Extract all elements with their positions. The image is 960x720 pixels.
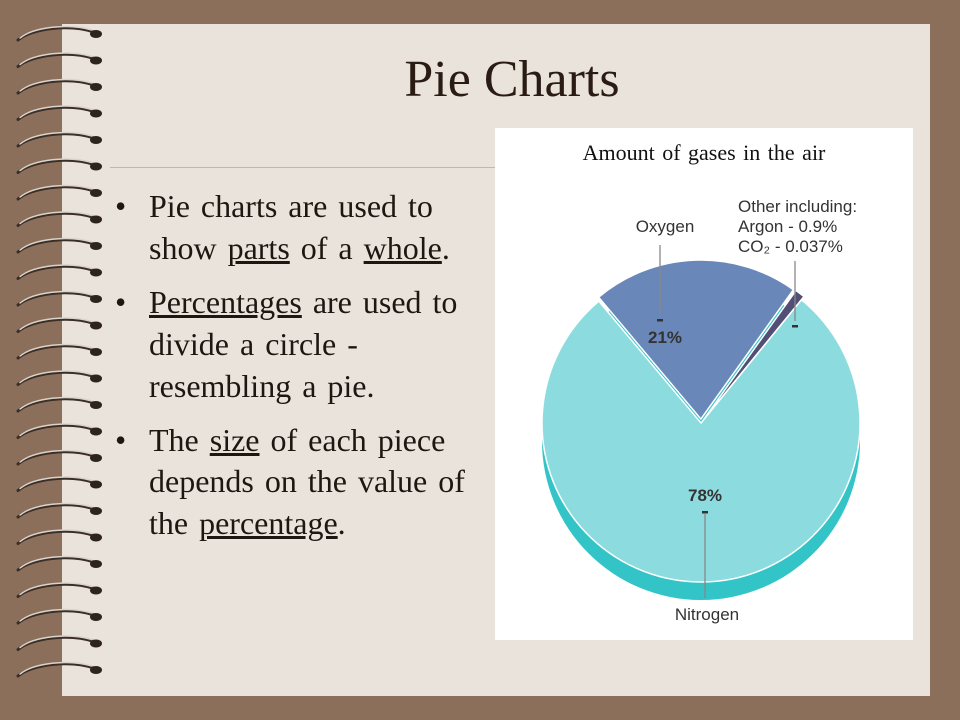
bullet-text: of a xyxy=(289,229,364,266)
bullet-item: Pie charts are used to show parts of a w… xyxy=(113,186,483,270)
slice-value-oxygen: 21% xyxy=(648,328,682,347)
slice-value-nitrogen: 78% xyxy=(688,486,722,505)
slice-name-oxygen: Oxygen xyxy=(636,217,695,236)
underlined-term: size xyxy=(209,421,260,458)
spiral-ring xyxy=(16,158,102,174)
spiral-ring xyxy=(16,78,102,95)
spiral-ring xyxy=(16,131,102,148)
spiral-ring xyxy=(16,635,102,651)
spiral-binding xyxy=(16,25,102,678)
nitrogen-tick xyxy=(702,511,708,514)
spiral-ring xyxy=(16,290,102,307)
bullet-text: . xyxy=(441,229,450,266)
spiral-ring xyxy=(16,317,102,333)
slide-title: Pie Charts xyxy=(404,51,620,108)
spiral-ring xyxy=(16,52,102,68)
spiral-ring xyxy=(16,396,102,413)
slice-detail-co2: CO₂ - 0.037% xyxy=(738,237,843,256)
spiral-ring xyxy=(16,105,102,121)
other-tick xyxy=(792,325,798,328)
spiral-ring xyxy=(16,343,102,360)
spiral-ring xyxy=(16,476,102,492)
underlined-term: parts xyxy=(227,229,290,266)
bullet-text: . xyxy=(337,505,346,542)
bullet-list: Pie charts are used to show parts of a w… xyxy=(113,186,483,557)
bullet-item: Percentages are used to divide a circle … xyxy=(113,282,483,408)
spiral-ring xyxy=(16,608,102,625)
spiral-ring xyxy=(16,529,102,545)
spiral-ring xyxy=(16,661,102,678)
underlined-term: Percentages xyxy=(149,283,302,320)
slice-detail-argon: Argon - 0.9% xyxy=(738,217,837,236)
spiral-ring xyxy=(16,184,102,201)
bullet-item: The size of each piece depends on the va… xyxy=(113,420,483,546)
pie-chart-svg: Oxygen 21% Other including:Argon - 0.9%CO₂… xyxy=(541,197,861,624)
spiral-ring xyxy=(16,449,102,466)
pie-slice-other-including xyxy=(702,289,805,421)
oxygen-tick xyxy=(657,319,663,322)
underlined-term: whole xyxy=(363,229,442,266)
slice-name-other: Other including: xyxy=(738,197,857,216)
pie-chart: Amount of gases in the air Oxygen 21% Othe… xyxy=(495,128,913,640)
chart-title: Amount of gases in the air xyxy=(582,140,826,165)
underlined-term: percentage xyxy=(199,505,338,542)
spiral-ring xyxy=(16,502,102,519)
spiral-ring xyxy=(16,582,102,598)
bullet-text: The xyxy=(149,421,210,458)
pie-slice-nitrogen xyxy=(541,298,861,583)
spiral-ring xyxy=(16,237,102,254)
pie-slice-oxygen xyxy=(597,259,795,421)
bullet-text: Pie charts are used to show xyxy=(149,188,433,266)
spiral-ring xyxy=(16,25,102,42)
spiral-ring xyxy=(16,211,102,227)
spiral-ring xyxy=(16,555,102,572)
spiral-ring xyxy=(16,423,102,439)
spiral-ring xyxy=(16,264,102,280)
spiral-ring xyxy=(16,370,102,386)
slice-name-nitrogen: Nitrogen xyxy=(675,605,739,624)
bullet-text: are used to divide a circle - resembling… xyxy=(149,283,458,404)
bullet-text: of each piece depends on the value of th… xyxy=(149,421,465,542)
